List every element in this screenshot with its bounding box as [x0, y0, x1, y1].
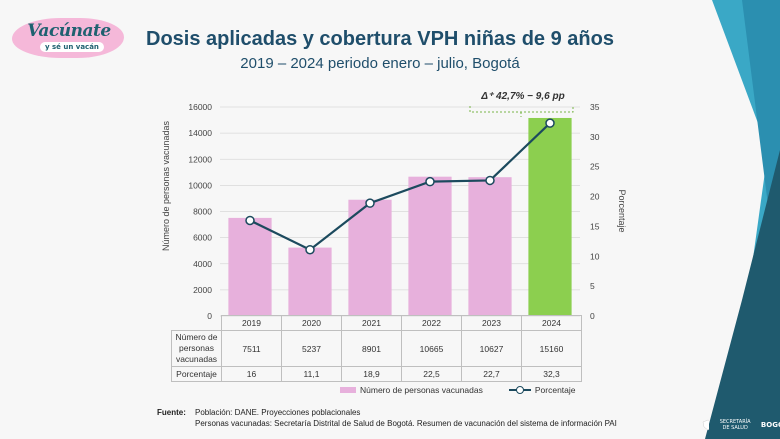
y2-tick-label: 35 — [590, 102, 600, 112]
y2-tick-label: 25 — [590, 162, 600, 172]
source-label: Fuente: — [157, 408, 186, 417]
table-year: 2020 — [281, 315, 342, 331]
table-cell: 15160 — [521, 330, 582, 367]
y2-tick-label: 15 — [590, 221, 600, 231]
table-cell: 18,9 — [341, 366, 402, 382]
table-cell: 8901 — [341, 330, 402, 367]
y-tick-label: 12000 — [188, 154, 212, 164]
table-cell: 7511 — [221, 330, 282, 367]
table-row-header: Número de personas vacunadas — [171, 330, 222, 367]
footer-logo-health: SECRETARÍA DE SALUD — [719, 419, 751, 431]
bar — [348, 199, 392, 316]
bar — [528, 117, 572, 316]
legend-item-bars: Número de personas vacunadas — [340, 385, 483, 395]
chart-title: Dosis aplicadas y cobertura VPH niñas de… — [146, 28, 614, 50]
percentage-point — [365, 198, 375, 208]
y-axis-ticks: 0 2000 4000 6000 8000 10000 12000 14000 16000 — [188, 102, 212, 321]
annotation-text: Δ⁺ 42,7% − 9,6 pp — [480, 91, 564, 102]
bar — [468, 177, 512, 316]
table-cell: 32,3 — [521, 366, 582, 382]
legend-label-line: Porcentaje — [534, 385, 576, 395]
table-row-header: Porcentaje — [171, 366, 222, 382]
table-year: 2023 — [461, 315, 522, 331]
y-tick-label: 16000 — [188, 102, 212, 112]
bars — [228, 117, 572, 316]
table-corner — [172, 316, 222, 331]
percentage-point — [425, 176, 435, 187]
table-year: 2021 — [341, 315, 402, 331]
y2-tick-label: 10 — [590, 251, 600, 261]
annotation: Δ⁺ 42,7% − 9,6 pp — [469, 91, 574, 117]
legend-label-bars: Número de personas vacunadas — [360, 385, 483, 395]
chart-subtitle: 2019 – 2024 periodo enero – julio, Bogot… — [240, 55, 520, 72]
percentage-point — [485, 175, 495, 186]
y2-tick-label: 20 — [590, 192, 600, 202]
y-axis-label: Número de personas vacunadas — [161, 120, 171, 251]
percentage-point — [305, 244, 315, 255]
y-tick-label: 8000 — [193, 207, 212, 217]
y-tick-label: 10000 — [188, 180, 212, 190]
gridlines — [220, 106, 580, 317]
table-cell: 22,5 — [401, 366, 462, 382]
logo-text: Vacúnate — [27, 21, 111, 41]
data-table: 2019 2020 2021 2022 2023 2024 Número de … — [171, 315, 582, 382]
table-cell: 10627 — [461, 330, 522, 367]
legend-swatch-bars — [340, 387, 356, 393]
bar — [228, 217, 272, 316]
y2-axis-ticks: 0 5 10 15 20 25 30 35 — [590, 102, 600, 321]
source-note: Fuente: Población: DANE. Proyecciones pob… — [157, 407, 617, 429]
y2-axis-label: Porcentaje — [617, 189, 627, 232]
table-cell: 5237 — [281, 330, 342, 367]
legend: Número de personas vacunadas Porcentaje — [340, 385, 576, 395]
percentage-point — [245, 215, 255, 226]
table-cell: 22,7 — [461, 366, 522, 382]
table-cell: 10665 — [401, 330, 462, 367]
y-tick-label: 6000 — [193, 233, 212, 243]
percentage-series-line — [249, 122, 551, 252]
y-tick-label: 14000 — [188, 128, 212, 138]
percentage-line — [245, 118, 555, 255]
y2-tick-label: 5 — [590, 281, 595, 291]
table-year: 2024 — [521, 315, 582, 331]
source-line1: Población: DANE. Proyecciones poblaciona… — [195, 408, 361, 417]
legend-swatch-line — [508, 386, 531, 394]
table-year: 2019 — [221, 315, 282, 331]
bar — [288, 247, 332, 316]
bar — [408, 176, 452, 316]
y2-tick-label: 30 — [590, 132, 600, 142]
legend-item-line: Porcentaje — [508, 385, 576, 395]
table-row-years: 2019 2020 2021 2022 2023 2024 — [172, 315, 582, 331]
vacunate-logo: Vacúnate y sé un vacán — [12, 18, 124, 58]
logo-subtext: y sé un vacán — [40, 42, 104, 52]
table-cell: 11,1 — [281, 366, 342, 382]
footer-logos: SECRETARÍA DE SALUD BOGOTÁ — [702, 419, 780, 431]
table-row-percentage: Porcentaje 16 11,1 18,9 22,5 22,7 32,3 — [171, 366, 582, 382]
table-cell: 16 — [221, 366, 282, 382]
table-row-vaccinated: Número de personas vacunadas 7511 5237 8… — [171, 330, 582, 367]
shield-icon — [702, 419, 710, 431]
source-line2: Personas vacunadas: Secretaría Distrital… — [195, 419, 617, 428]
percentage-point — [545, 118, 555, 128]
y-tick-label: 0 — [207, 311, 212, 321]
table-year: 2022 — [401, 315, 462, 331]
y2-tick-label: 0 — [590, 311, 595, 321]
footer-logo-bogota: BOGOTÁ — [760, 421, 780, 429]
y-tick-label: 2000 — [193, 285, 212, 295]
y-tick-label: 4000 — [193, 259, 212, 269]
